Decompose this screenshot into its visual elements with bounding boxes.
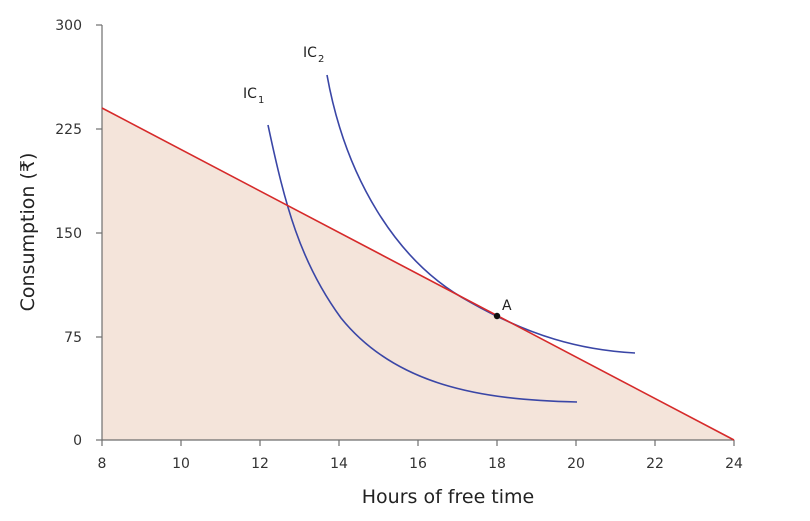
y-tick-labels: 300 225 150 75 0: [55, 18, 82, 449]
x-tick-labels: 8 10 12 14 16 18 20 22 24: [98, 456, 743, 472]
y-tick-label: 150: [55, 226, 82, 242]
point-a-label: A: [502, 298, 512, 314]
y-axis-title: Consumption (₹): [17, 153, 39, 312]
x-tick-label: 12: [251, 456, 269, 472]
svg-text:IC: IC: [243, 86, 257, 102]
y-ticks: [96, 24, 102, 441]
x-tick-label: 10: [172, 456, 190, 472]
x-ticks: [101, 440, 735, 446]
svg-text:IC: IC: [303, 45, 317, 61]
x-tick-label: 22: [646, 456, 664, 472]
x-tick-label: 16: [409, 456, 427, 472]
ic2-label: IC 2: [303, 45, 324, 65]
point-a-marker: [493, 312, 501, 320]
y-tick-label: 75: [64, 330, 82, 346]
svg-text:2: 2: [318, 54, 324, 65]
y-tick-label: 0: [73, 433, 82, 449]
x-tick-label: 14: [330, 456, 348, 472]
indifference-curve-ic1: [267, 124, 578, 403]
y-tick-label: 225: [55, 122, 82, 138]
svg-text:1: 1: [258, 95, 264, 106]
x-tick-label: 24: [725, 456, 743, 472]
ic1-label: IC 1: [243, 86, 264, 106]
x-tick-label: 20: [567, 456, 585, 472]
y-tick-label: 300: [55, 18, 82, 34]
budget-line: [101, 107, 735, 441]
x-axis-title: Hours of free time: [362, 486, 534, 508]
x-tick-label: 8: [98, 456, 107, 472]
x-tick-label: 18: [488, 456, 506, 472]
